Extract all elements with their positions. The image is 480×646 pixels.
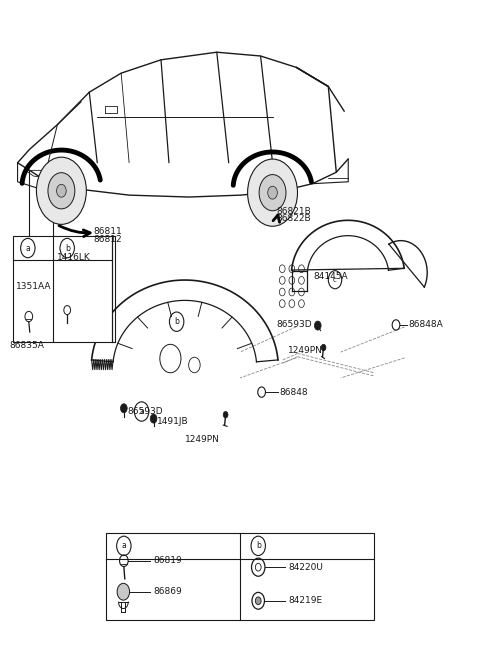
- Text: 86811: 86811: [94, 227, 122, 236]
- Text: 84145A: 84145A: [313, 272, 348, 281]
- Text: 84219E: 84219E: [288, 596, 322, 605]
- Bar: [106, 533, 374, 620]
- Circle shape: [223, 412, 228, 418]
- Text: 86848A: 86848A: [408, 320, 443, 329]
- Circle shape: [314, 321, 321, 330]
- Text: 86869: 86869: [154, 587, 182, 596]
- Text: 1491JB: 1491JB: [157, 417, 189, 426]
- Text: a: a: [121, 541, 126, 550]
- Text: 86819: 86819: [154, 556, 182, 565]
- Text: 86822B: 86822B: [276, 214, 311, 224]
- Circle shape: [259, 174, 286, 211]
- Text: 86848: 86848: [280, 388, 309, 397]
- Circle shape: [48, 172, 75, 209]
- Text: c: c: [333, 276, 337, 283]
- Circle shape: [120, 404, 127, 413]
- Circle shape: [150, 414, 157, 423]
- Text: 86812: 86812: [94, 235, 122, 244]
- Text: a: a: [25, 244, 30, 253]
- Text: b: b: [65, 244, 70, 253]
- Circle shape: [248, 159, 298, 226]
- Text: 86593D: 86593D: [276, 320, 312, 329]
- Text: 84220U: 84220U: [288, 563, 323, 572]
- Circle shape: [36, 157, 86, 224]
- Circle shape: [117, 583, 130, 600]
- Text: 86835A: 86835A: [10, 341, 45, 350]
- Text: b: b: [174, 317, 179, 326]
- Text: 86593D: 86593D: [127, 407, 163, 416]
- Circle shape: [255, 597, 261, 605]
- Circle shape: [268, 186, 277, 199]
- Text: 1249PN: 1249PN: [185, 435, 220, 444]
- Bar: [13, 236, 112, 342]
- Text: b: b: [256, 541, 261, 550]
- Text: a: a: [139, 407, 144, 416]
- Text: 1249PN: 1249PN: [288, 346, 323, 355]
- Text: 1351AA: 1351AA: [16, 282, 51, 291]
- Text: 1416LK: 1416LK: [57, 253, 90, 262]
- Circle shape: [321, 344, 326, 351]
- Text: 86821B: 86821B: [276, 207, 311, 216]
- Circle shape: [57, 184, 66, 197]
